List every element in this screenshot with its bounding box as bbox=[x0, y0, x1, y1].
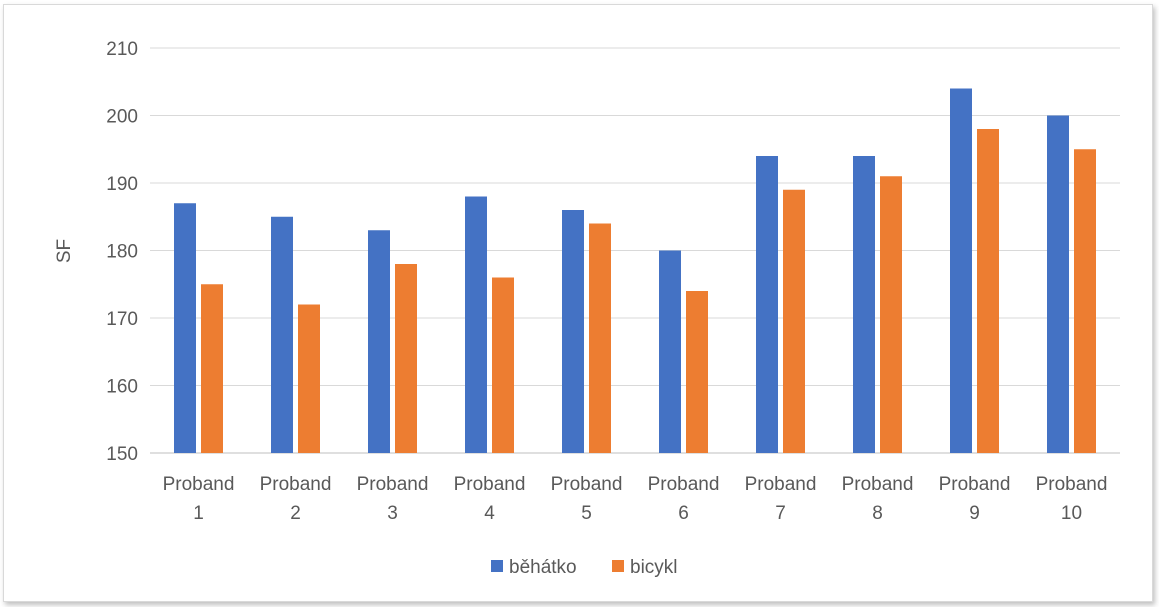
y-tick-label-210: 210 bbox=[106, 39, 138, 60]
bar-behatko-9 bbox=[950, 88, 972, 453]
bar-bicykl-2 bbox=[298, 304, 320, 453]
x-tick-label-10: Proband 10 bbox=[1036, 474, 1108, 524]
x-tick-label-5: Proband 5 bbox=[551, 474, 623, 524]
bar-behatko-1 bbox=[174, 203, 196, 453]
y-tick-label-180: 180 bbox=[106, 242, 138, 263]
bar-bicykl-6 bbox=[686, 291, 708, 453]
y-axis-ticks: 150 160 170 180 190 200 210 bbox=[106, 39, 138, 465]
bar-bicykl-5 bbox=[589, 223, 611, 453]
bar-behatko-5 bbox=[562, 210, 584, 453]
y-tick-label-170: 170 bbox=[106, 309, 138, 330]
bar-behatko-6 bbox=[659, 250, 681, 453]
legend-swatch-bicykl bbox=[612, 560, 624, 572]
x-tick-label-9: Proband 9 bbox=[939, 474, 1011, 524]
x-tick-label-4: Proband 4 bbox=[454, 474, 526, 524]
bar-bicykl-8 bbox=[880, 176, 902, 453]
bar-behatko-10 bbox=[1047, 115, 1069, 453]
legend-label-bicykl: bicykl bbox=[630, 557, 678, 578]
x-tick-label-1: Proband 1 bbox=[163, 474, 235, 524]
bar-bicykl-10 bbox=[1074, 149, 1096, 453]
bar-bicykl-1 bbox=[201, 284, 223, 453]
y-tick-label-190: 190 bbox=[106, 174, 138, 195]
x-tick-label-8: Proband 8 bbox=[842, 474, 914, 524]
bar-bicykl-3 bbox=[395, 264, 417, 453]
bar-behatko-2 bbox=[271, 216, 293, 453]
bar-bicykl-4 bbox=[492, 277, 514, 453]
legend-swatch-behatko bbox=[491, 560, 503, 572]
bar-behatko-8 bbox=[853, 156, 875, 453]
bar-behatko-3 bbox=[368, 230, 390, 453]
gridlines bbox=[150, 47, 1120, 454]
x-axis-ticks: Proband 1 Proband 2 Proband 3 Proband 4 Proband 5… bbox=[163, 474, 1108, 524]
bars bbox=[174, 88, 1096, 453]
legend-label-behatko: běhátko bbox=[509, 557, 577, 578]
x-tick-label-6: Proband 6 bbox=[648, 474, 720, 524]
y-tick-label-150: 150 bbox=[106, 444, 138, 465]
x-tick-label-7: Proband 7 bbox=[745, 474, 817, 524]
bar-bicykl-9 bbox=[977, 129, 999, 453]
x-tick-label-2: Proband 2 bbox=[260, 474, 332, 524]
y-axis-label: SF bbox=[54, 239, 75, 263]
y-tick-label-200: 200 bbox=[106, 107, 138, 128]
legend: běhátko bicykl bbox=[491, 557, 678, 578]
bar-bicykl-7 bbox=[783, 189, 805, 453]
bar-behatko-4 bbox=[465, 196, 487, 453]
y-tick-label-160: 160 bbox=[106, 377, 138, 398]
x-tick-label-3: Proband 3 bbox=[357, 474, 429, 524]
bar-behatko-7 bbox=[756, 156, 778, 453]
